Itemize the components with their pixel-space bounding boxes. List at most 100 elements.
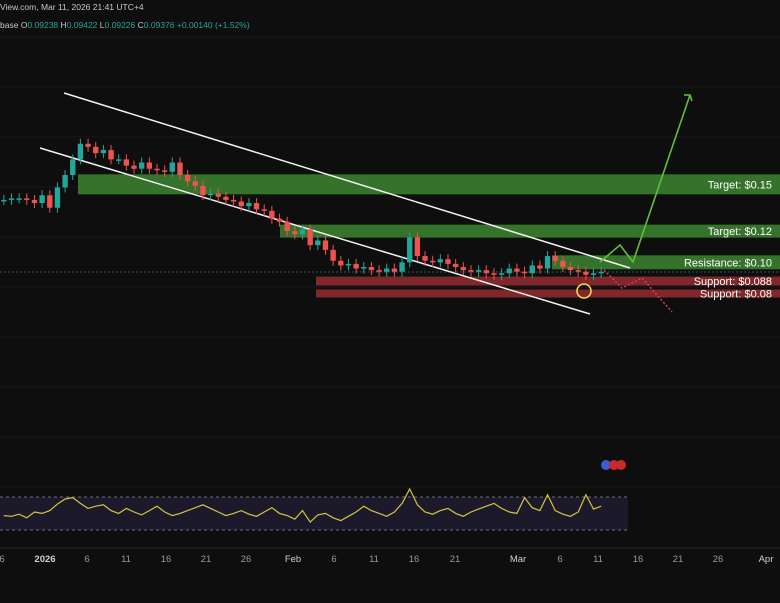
zone-label: Support: $0.088 (694, 276, 772, 288)
candle-body (430, 260, 436, 263)
highlight-circle (576, 283, 592, 299)
event-badge-icon (616, 460, 626, 470)
candles (1, 138, 604, 299)
ohlc-open-label: O (20, 20, 28, 30)
time-tick-label: 6 (331, 554, 336, 565)
ohlc-legend: base O0.09238 H0.09422 L0.09226 C0.09376… (0, 20, 250, 30)
ohlc-low-label: L (99, 20, 105, 30)
candle-body (529, 265, 535, 274)
candle-body (353, 263, 359, 269)
candle-body (200, 185, 206, 196)
candle-body (422, 256, 428, 261)
candle-body (299, 229, 306, 235)
time-tick-label: 11 (593, 554, 603, 565)
candle-body (491, 273, 497, 275)
candle-body (506, 268, 512, 274)
ohlc-open-value: 0.09238 (27, 20, 59, 30)
time-tick-label: 26 (713, 554, 724, 565)
candle-body (1, 199, 7, 202)
projection-up-arrowhead (684, 94, 693, 102)
time-tick-label: 16 (633, 554, 644, 565)
candle-body (437, 259, 444, 263)
candle-body (123, 159, 130, 166)
zones: Target: $0.15 Target: $0.12 Resistance: $0… (78, 174, 780, 301)
candle-body (514, 268, 520, 272)
candle-body (483, 270, 489, 274)
candle-body (544, 256, 551, 269)
candle-body (361, 267, 367, 269)
time-tick-label: 16 (161, 554, 172, 565)
candle-body (184, 174, 191, 182)
time-tick-label: 11 (369, 554, 379, 565)
candle-body (399, 262, 405, 272)
projection-up-path (599, 94, 691, 264)
candle-body (468, 270, 474, 272)
candle-body (138, 162, 145, 169)
projection-down-path (603, 269, 673, 313)
candle-body (192, 181, 198, 186)
candle-body (590, 273, 597, 275)
time-tick-label: 21 (201, 554, 212, 565)
zone-support (316, 276, 780, 286)
candle-body (345, 263, 352, 266)
candle-body (368, 267, 375, 271)
time-tick-label: 16 (409, 554, 420, 565)
zone-label: Target: $0.12 (708, 226, 772, 238)
candle-body (146, 162, 153, 169)
candle-body (307, 229, 313, 246)
zone-label: Resistance: $0.10 (684, 257, 772, 269)
candle-body (85, 143, 91, 147)
candle-body (552, 256, 558, 261)
candle-body (460, 267, 467, 271)
candle-body (246, 203, 252, 207)
candle-body (376, 270, 382, 272)
time-tick-label: 6 (84, 554, 89, 565)
candle-body (24, 198, 30, 200)
candle-body (54, 187, 61, 208)
time-tick-label: Mar (510, 554, 526, 565)
candle-body (583, 271, 589, 275)
symbol-fragment: base (0, 20, 19, 30)
candle-body (108, 150, 114, 160)
candle-body (475, 270, 482, 272)
ohlc-low-value: 0.09226 (104, 20, 136, 30)
candle-body (261, 209, 267, 211)
candle-body (47, 195, 53, 208)
zone-target (280, 224, 780, 238)
candle-body (230, 199, 237, 202)
ohlc-high-value: 0.09422 (66, 20, 98, 30)
zone-target (78, 174, 780, 195)
candle-body (322, 240, 329, 250)
event-badge-icon (609, 460, 619, 470)
candle-body (567, 267, 574, 271)
time-tick-label: 21 (450, 554, 461, 565)
candle-body (384, 268, 390, 272)
candle-body (100, 150, 107, 154)
candle-body (521, 271, 528, 274)
chart-header-title: View.com, Mar 11, 2026 21:41 UTC+4 (0, 2, 144, 12)
oscillator-band (0, 497, 628, 530)
candle-body (292, 231, 298, 235)
candle-body (70, 159, 76, 175)
time-tick-label: 26 (241, 554, 252, 565)
candle-body (253, 203, 260, 210)
channel-lines (39, 92, 631, 315)
candle-body (169, 162, 175, 172)
candle-body (330, 249, 336, 261)
candle-body (284, 221, 290, 232)
candle-body (445, 259, 451, 264)
candle-body (207, 193, 214, 196)
candle-body (560, 260, 566, 268)
candle-body (575, 270, 581, 272)
ohlc-high-label: H (60, 20, 67, 30)
oscillator-pane (0, 460, 628, 531)
candle-body (31, 199, 38, 204)
ohlc-change: +0.00140 (+1.52%) (176, 20, 250, 30)
time-axis: 6 2026 6 11 16 21 26 Feb 6 11 16 21 Mar 6 11 16 21 26 Apr (0, 547, 780, 565)
candle-body (116, 159, 122, 161)
candle-body (276, 218, 283, 222)
time-tick-label: 6 (557, 554, 562, 565)
ohlc-close-label: C (137, 20, 144, 30)
candle-body (238, 201, 244, 207)
